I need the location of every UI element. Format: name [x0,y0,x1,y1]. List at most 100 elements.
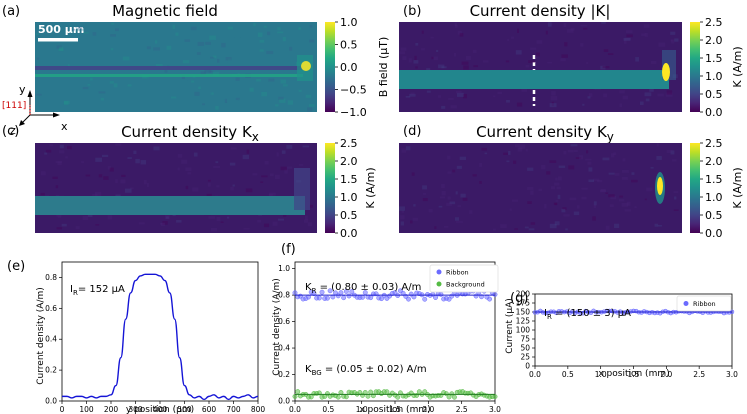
panel-b-colorbar-tick: 0.0 [705,106,723,119]
panel-a-colorbar-tick: −0.5 [340,84,367,97]
panel-f-point [452,394,457,400]
panel-g-annotation: IR = (150 ± 3) μA [544,308,631,321]
panel-c-colorbar [325,143,335,233]
panel-f-ytick: 0.8 [278,291,290,300]
panel-e-ytick: 0.0 [45,397,57,406]
panel-f-point [406,296,411,302]
panel-f-ytick: 1.0 [278,264,290,273]
panel-f-point [349,289,355,295]
panel-f-point [343,394,349,400]
panel-f-ytick: 0.6 [278,317,290,326]
panel-f-xlabel: x position (mm) [359,405,430,414]
panel-d: (d) Current density Ky 2.5 2.0 1.5 1.0 0.5 0.… [399,123,744,240]
panel-d-colorbar-tick: 1.0 [705,191,723,204]
panel-g-ylabel: Current (μA) [505,298,515,354]
panel-d-colorbar-tick: 1.5 [705,173,723,186]
panel-c-colorbar-tick: 2.0 [340,155,358,168]
panel-f-point [487,296,493,302]
panel-b-colorbar-tick: 1.0 [705,70,723,83]
axis-y-label: y [19,83,26,96]
panel-e-ytick: 0.4 [45,335,57,344]
panel-g-ytick: 125 [516,317,531,326]
panel-f-xtick: 0.0 [289,405,301,414]
scale-bar [38,38,78,42]
panel-c-colorbar-tick: 1.5 [340,173,358,186]
panel-d-title: Current density Ky [476,123,614,144]
map-texture [399,143,679,231]
panel-b-colorbar-label: K (A/m) [731,46,744,87]
panel-a-label: (a) [2,4,20,19]
panel-g-ytick: 200 [516,290,531,299]
legend-g-ribbon-marker [683,301,689,306]
panel-f-point [343,288,349,294]
panel-c-title: Current density Kx [121,123,259,144]
panel-e-ytick: 0.2 [45,366,57,375]
panel-b-colorbar [690,22,700,112]
panel-f-ylabel: Current density (A/m) [272,278,282,376]
panel-f-ytick: 0.4 [278,344,290,353]
panel-d-colorbar-tick: 0.5 [705,209,723,222]
panel-e-xtick: 200 [104,405,119,414]
panel-d-hotspot [657,177,663,195]
panel-g-ytick: 150 [516,308,531,317]
panel-a-colorbar-tick: 1.0 [340,16,358,29]
panel-c-colorbar-tick: 1.0 [340,191,358,204]
panel-b-hotspot [662,63,670,81]
panel-f-xtick: 2.5 [456,405,468,414]
panel-f-point [327,288,333,294]
panel-a-colorbar-tick: 0.0 [340,61,358,74]
panel-g-xtick: 3.0 [726,370,738,379]
scale-bar-label: 500 μm [38,23,84,36]
panel-e-frame [61,261,259,402]
panel-b-label: (b) [403,4,421,19]
panel-f-point [422,296,428,302]
panel-f-point [324,295,330,301]
panel-e-annotation: IR= 152 μA [70,284,125,297]
panel-e-xtick: 0 [60,405,65,414]
panel-f-point [438,291,444,297]
panel-e-xtick: 300 [128,405,143,414]
panel-f: (f) 0.0 0.5 1.0 1.5 2.0 2.5 3.0 0.0 0.2 0.4 0.6 0.8… [272,242,501,414]
panel-a-colorbar-tick: −1.0 [340,106,367,119]
panel-d-map [399,143,682,233]
panel-c-map [35,143,317,233]
legend-background-marker [436,281,442,287]
panel-e-ytick: 0.6 [45,304,57,313]
axis-direction-label: [111] [2,101,26,111]
panel-f-xtick: 2.0 [422,405,434,414]
panel-c-colorbar-tick: 0.5 [340,209,358,222]
panel-f-point [379,296,384,302]
panel-f-point [292,394,298,399]
panel-a-colorbar-tick: 0.5 [340,39,358,52]
axis-z-label: z [10,124,16,137]
panel-f-point [346,293,352,299]
panel-f-annotation-ribbon: KR = (0.80 ± 0.03) A/m [305,282,421,295]
panel-e-xlabel: y position (μm) [126,405,194,414]
panel-b-colorbar-tick: 2.5 [705,16,723,29]
axis-x-label: x [61,120,68,133]
panel-f-xtick: 1.5 [389,405,401,414]
panel-d-colorbar-tick: 2.0 [705,155,723,168]
panel-f-point [492,292,498,297]
panel-g-xtick: 1.0 [595,370,607,379]
panel-f-label: (f) [281,242,296,257]
panel-g-label: (g) [510,291,528,306]
panel-e-ylabel: Current density (A/m) [36,287,46,385]
panel-g-ytick: 50 [520,344,530,353]
panel-e-xtick: 700 [226,405,241,414]
panel-g-xtick: 2.0 [660,370,672,379]
panel-f-point [479,294,484,300]
panel-a-title: Magnetic field [112,2,218,20]
panel-a-colorbar-label: B field (μT) [377,37,390,98]
panel-g-legend: Ribbon [676,295,732,312]
panel-d-colorbar-tick: 2.5 [705,137,723,150]
panel-f-point [368,295,374,301]
panel-c-colorbar-tick: 2.5 [340,137,358,150]
panel-f-point [335,394,341,400]
panel-e: (e) 0 100 200 300 400 500 600 700 800 0.0 0.2 0.4 0.… [7,259,265,414]
panel-e-xtick: 400 [153,405,168,414]
panel-a-ribbon-edge-bottom [35,74,303,77]
panel-g-xtick: 2.5 [693,370,705,379]
panel-f-xtick: 1.0 [356,405,368,414]
